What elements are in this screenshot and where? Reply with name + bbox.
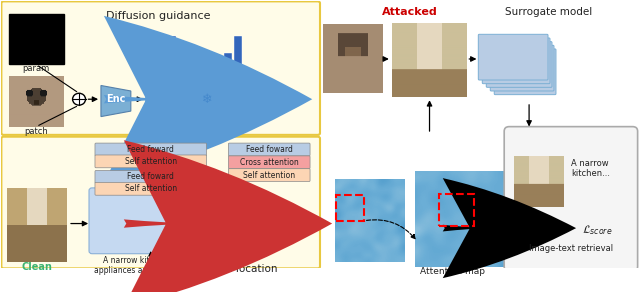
Text: *: *: [202, 90, 212, 109]
FancyBboxPatch shape: [95, 155, 207, 168]
Text: Surrogate model: Surrogate model: [506, 7, 593, 17]
Text: Enc: Enc: [106, 94, 125, 104]
Text: Attention map: Attention map: [420, 267, 484, 276]
Text: Self attention: Self attention: [125, 184, 177, 193]
Bar: [336, 195, 364, 221]
Text: Diffusion guidance: Diffusion guidance: [106, 11, 211, 20]
Bar: [188, 66, 196, 88]
Bar: [10, 14, 64, 65]
Bar: [234, 36, 243, 78]
Bar: [178, 53, 186, 84]
Bar: [168, 36, 175, 78]
Text: Feed foward: Feed foward: [127, 145, 174, 154]
Text: Self attention: Self attention: [125, 157, 177, 166]
Text: Feed foward: Feed foward: [127, 172, 174, 181]
Bar: [225, 53, 232, 84]
FancyBboxPatch shape: [95, 182, 207, 195]
FancyBboxPatch shape: [95, 143, 207, 156]
Text: Self attention: Self attention: [243, 171, 295, 180]
Text: Cross attention: Cross attention: [240, 158, 299, 167]
Text: UNET: UNET: [193, 122, 218, 131]
Text: $\mathcal{L}_{score}$: $\mathcal{L}_{score}$: [582, 224, 612, 237]
FancyBboxPatch shape: [483, 38, 550, 84]
Text: patch: patch: [24, 127, 48, 136]
FancyBboxPatch shape: [1, 1, 320, 135]
FancyBboxPatch shape: [486, 42, 552, 87]
Polygon shape: [244, 80, 264, 122]
Circle shape: [72, 93, 86, 105]
Text: Image-text retrieval: Image-text retrieval: [529, 244, 613, 253]
FancyBboxPatch shape: [478, 34, 548, 80]
Text: Clean: Clean: [22, 262, 52, 272]
Text: param: param: [22, 65, 50, 74]
Text: Attacked: Attacked: [381, 7, 438, 17]
FancyBboxPatch shape: [494, 49, 556, 95]
FancyBboxPatch shape: [89, 188, 220, 254]
FancyBboxPatch shape: [228, 143, 310, 156]
Polygon shape: [146, 80, 166, 122]
FancyBboxPatch shape: [95, 171, 207, 183]
Text: Feed foward: Feed foward: [246, 145, 292, 154]
FancyBboxPatch shape: [228, 156, 310, 169]
Bar: [440, 194, 474, 226]
Bar: [214, 66, 223, 88]
Polygon shape: [101, 86, 131, 117]
Text: ❄: ❄: [202, 93, 212, 106]
FancyBboxPatch shape: [490, 45, 554, 91]
Text: A narrow
kitchen...: A narrow kitchen...: [571, 159, 610, 178]
FancyBboxPatch shape: [504, 127, 637, 271]
Text: A narrow kitchen filled with
appliances and cooking utensils: A narrow kitchen filled with appliances …: [94, 256, 217, 275]
Text: Patch location: Patch location: [204, 264, 277, 274]
FancyBboxPatch shape: [1, 137, 320, 268]
FancyBboxPatch shape: [228, 169, 310, 182]
